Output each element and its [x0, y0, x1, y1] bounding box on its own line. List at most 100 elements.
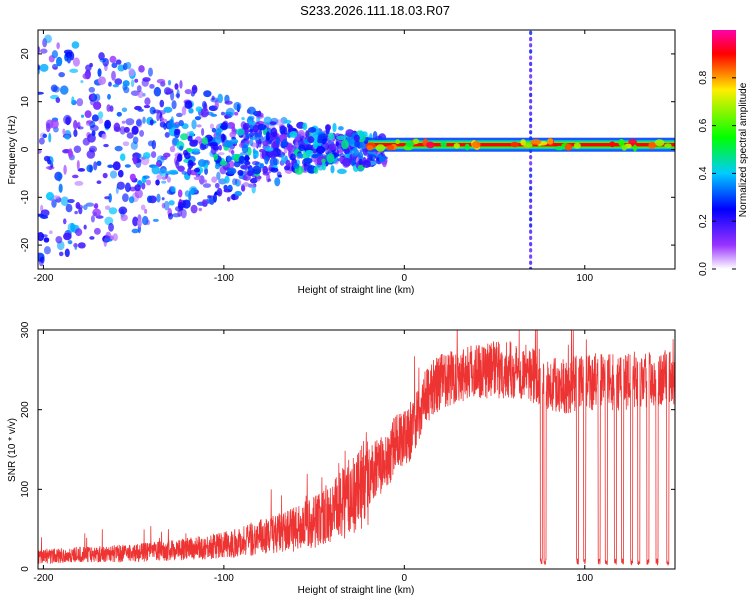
spectrogram-cell: [163, 200, 170, 211]
spectrogram-cell: [197, 159, 207, 168]
spectrogram-cell: [298, 144, 306, 152]
spectrogram-cell: [211, 127, 217, 133]
spectrogram-cell: [140, 204, 146, 211]
spectrogram-y-label: Frequency (Hz): [7, 116, 18, 185]
spectrogram-cell: [198, 175, 205, 185]
x-tick-label: -100: [214, 573, 234, 584]
snr-frame: [37, 329, 676, 570]
snr-y-label: SNR (10 * v/v): [7, 418, 18, 482]
spectrogram-cell: [308, 127, 317, 133]
spectrogram-cell: [305, 130, 310, 138]
spectrogram-cell: [276, 171, 282, 178]
spectrogram-cell: [89, 164, 93, 173]
spectrogram-cell: [529, 179, 533, 185]
spectrogram-cell: [216, 171, 221, 181]
spectrogram-cell: [65, 116, 71, 126]
spectrogram-cell: [529, 210, 533, 216]
spectrogram-cell: [282, 138, 288, 147]
spectrogram-cell: [187, 159, 194, 169]
colorbar-tick-label: 0.8: [698, 70, 709, 84]
spectrogram-cell: [144, 208, 148, 214]
spectrogram-cell: [523, 142, 533, 148]
spectrogram-cell: [161, 180, 167, 184]
spectrogram-cell: [529, 204, 533, 210]
spectrogram-cell: [71, 174, 79, 179]
spectrogram-cell: [170, 186, 176, 193]
spectrogram-cell: [194, 167, 201, 173]
spectrogram-cell: [96, 160, 102, 167]
spectrogram-cell: [203, 179, 208, 184]
spectrogram-cell: [134, 189, 143, 199]
spectrogram-cell: [252, 124, 260, 133]
spectrogram-cell: [132, 155, 137, 165]
spectrogram-cell: [48, 166, 53, 170]
spectrogram-cell: [231, 193, 236, 201]
spectrogram-cell: [181, 106, 187, 116]
spectrogram-cell: [226, 196, 231, 202]
spectrogram-heatmap: [38, 30, 675, 269]
spectrogram-cell: [109, 55, 117, 64]
spectrogram-cell: [124, 61, 132, 70]
spectrogram-cell: [63, 218, 67, 225]
spectrogram-cell: [378, 156, 386, 163]
spectrogram-cell: [147, 140, 154, 147]
spectrogram-cell: [89, 124, 99, 132]
spectrogram-cell: [146, 195, 153, 204]
spectrogram-cell: [529, 161, 533, 166]
spectrogram-cell: [290, 153, 296, 161]
spectrogram-cell: [96, 180, 102, 185]
spectrogram-cell: [63, 232, 72, 241]
spectrogram-cell: [529, 167, 533, 172]
spectrogram-cell: [529, 117, 533, 123]
spectrogram-cell: [648, 141, 656, 150]
spectrogram-cell: [529, 111, 533, 116]
spectrogram-cell: [128, 68, 135, 77]
spectrogram-cell: [64, 134, 71, 140]
spectrogram-cell: [353, 134, 360, 143]
spectrogram-cell: [321, 162, 327, 171]
spectrogram-cell: [52, 195, 61, 200]
y-tick-label: 0: [20, 146, 31, 152]
spectrogram-cell: [141, 78, 149, 87]
spectrogram-cell: [180, 133, 189, 141]
spectrogram-cell: [76, 159, 80, 170]
spectrogram-cell: [59, 251, 64, 257]
spectrogram-cell: [252, 165, 262, 175]
spectrogram-cell: [131, 228, 139, 234]
spectrogram-cell: [138, 65, 145, 73]
spectrogram-cell: [529, 92, 533, 98]
spectrogram-cell: [115, 59, 122, 65]
spectrogram-cell: [530, 139, 542, 145]
x-tick-label: -200: [33, 573, 53, 584]
spectrogram-cell: [632, 144, 638, 152]
spectrogram-cell: [215, 128, 222, 137]
spectrogram-cell: [43, 237, 50, 243]
spectrogram-cell: [210, 113, 218, 117]
spectrogram-cell: [529, 43, 533, 48]
spectrogram-cell: [327, 132, 335, 141]
spectrogram-cell: [321, 158, 326, 164]
spectrogram-cell: [257, 123, 267, 131]
spectrogram-cell: [242, 182, 250, 187]
spectrogram-cell: [112, 161, 121, 171]
spectrogram-cell: [150, 151, 157, 158]
spectrogram-cell: [134, 184, 141, 192]
spectrogram-cell: [342, 157, 352, 167]
spectrogram-cell: [82, 72, 91, 80]
spectrogram-cell: [375, 144, 386, 152]
spectrogram-cell: [55, 236, 63, 244]
spectrogram-cell: [520, 139, 526, 146]
spectrogram-cell: [214, 182, 220, 189]
spectrogram-cell: [117, 169, 124, 178]
spectrogram-cell: [190, 139, 199, 144]
spectrogram-cell: [179, 145, 184, 151]
spectrogram-cell: [303, 157, 313, 163]
spectrogram-cell: [529, 235, 533, 241]
spectrogram-cell: [131, 125, 139, 135]
spectrogram-cell: [618, 138, 625, 147]
spectrogram-cell: [287, 124, 293, 133]
colorbar-tick-label: 0.6: [698, 118, 709, 132]
spectrogram-cell: [167, 79, 172, 86]
spectrogram-cell: [219, 160, 228, 166]
spectrogram-cell: [217, 93, 223, 104]
